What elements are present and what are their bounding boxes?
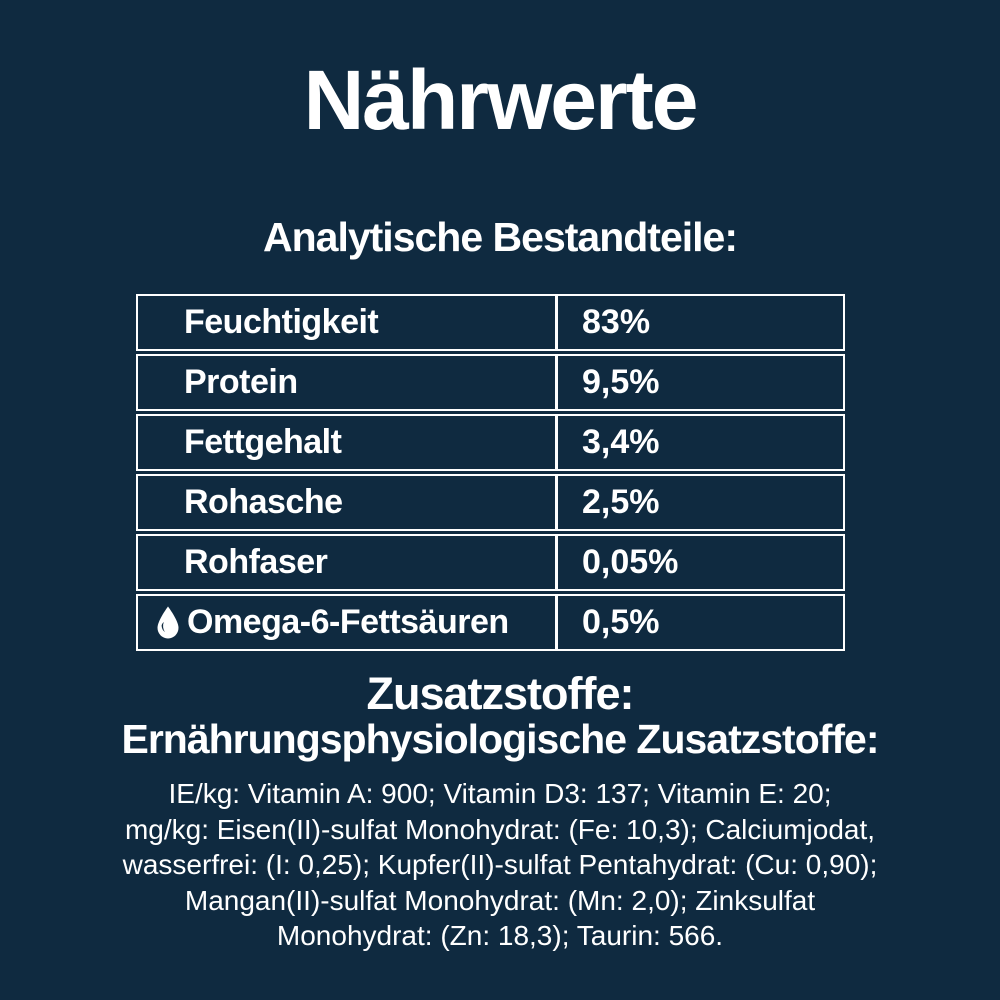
additives-text: IE/kg: Vitamin A: 900; Vitamin D3: 137; … [50, 776, 950, 954]
additives-heading: Zusatzstoffe: [366, 668, 635, 719]
row-label: Feuchtigkeit [138, 296, 558, 349]
additives-text-line: Mangan(II)-sulfat Monohydrat: (Mn: 2,0);… [184, 884, 816, 916]
page-title: Nährwerte [303, 53, 699, 147]
row-value: 83% [582, 303, 651, 341]
table-row: Rohfaser 0,05% [136, 534, 845, 591]
table-row: Fettgehalt 3,4% [136, 414, 845, 471]
row-label: Rohfaser [138, 536, 558, 589]
row-label: Omega-6-Fettsäuren [138, 596, 558, 649]
row-label-text: Omega-6-Fettsäuren [187, 603, 509, 641]
table-row: Omega-6-Fettsäuren 0,5% [136, 594, 845, 651]
row-label: Protein [138, 356, 558, 409]
droplet-icon [157, 606, 179, 639]
table-row: Rohasche 2,5% [136, 474, 845, 531]
row-label: Rohasche [138, 476, 558, 529]
row-value: 9,5% [582, 363, 660, 401]
table-row: Feuchtigkeit 83% [136, 294, 845, 351]
row-value: 2,5% [582, 483, 660, 521]
analytical-heading: Analytische Bestandteile: [263, 214, 738, 260]
row-label: Fettgehalt [138, 416, 558, 469]
row-value: 0,05% [582, 543, 679, 581]
row-value: 3,4% [582, 423, 660, 461]
additives-text-line: IE/kg: Vitamin A: 900; Vitamin D3: 137; … [168, 778, 832, 809]
additives-text-line: Monohydrat: (Zn: 18,3); Taurin: 566. [276, 920, 724, 951]
row-value: 0,5% [582, 603, 660, 641]
table-row: Protein 9,5% [136, 354, 845, 411]
additives-text-line: mg/kg: Eisen(II)-sulfat Monohydrat: (Fe:… [124, 813, 876, 845]
additives-text-line: wasserfrei: (I: 0,25); Kupfer(II)-sulfat… [122, 849, 878, 880]
analytical-table: Feuchtigkeit 83% Protein 9,5% Fettgehalt… [136, 294, 845, 654]
additives-subheading: Ernährungsphysiologische Zusatzstoffe: [121, 716, 879, 762]
